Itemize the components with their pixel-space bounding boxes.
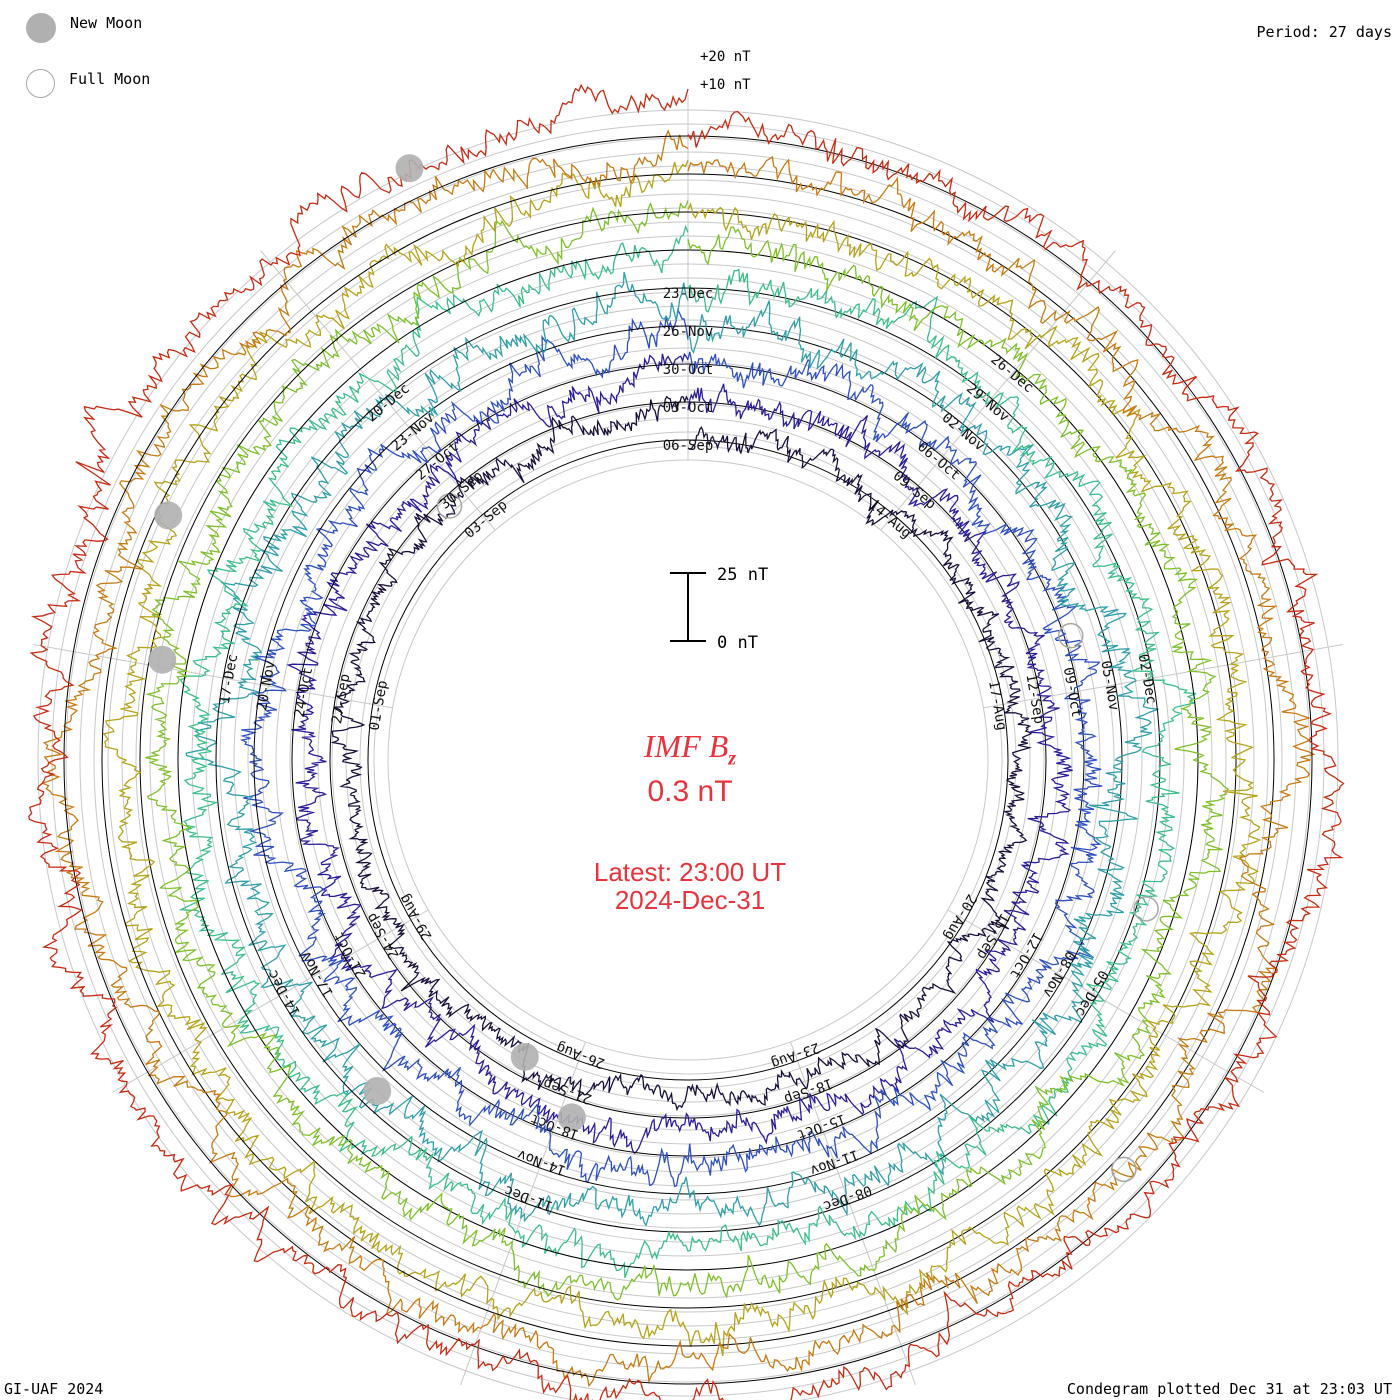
date-tick-label: 27-Sep [329,673,354,726]
full-moon-marker [1058,622,1084,649]
date-tick-label: 24-Oct [292,666,317,719]
date-tick-label: 30-Oct [663,362,714,378]
reference-ring [253,325,1123,1195]
date-tick-label: 23-Aug [769,1039,822,1071]
new-moon-marker [557,1103,586,1132]
series-layer [28,83,1345,1400]
chart-title-subscript: z [728,747,737,770]
new-moon-marker [510,1042,539,1071]
date-tick-label: 11-Nov [808,1146,861,1178]
date-tick-label: 21-Oct [331,929,370,981]
new-moon-label: New Moon [70,14,143,32]
full-moon-marker [1133,896,1159,922]
series-trace [40,129,1316,1388]
full-moon-label: Full Moon [69,69,151,88]
series-trace [286,352,1073,1155]
date-tick-label: 17-Dec [217,653,242,706]
date-tick-label: 24-Sep [364,910,403,962]
reference-ring [177,249,1199,1271]
latest-time: Latest: 23:00 UT 2024-Dec-31 [500,858,880,914]
date-tick-label: 14-Nov [515,1146,568,1178]
grid-spoke [983,644,1343,709]
full-moon-marker [1111,1156,1137,1183]
reference-ring [101,173,1275,1347]
series-trace [28,83,1345,1400]
grid-spoke [260,250,496,531]
series-trace [185,271,1159,1227]
date-tick-label: 09-Oct [1060,666,1085,719]
ring-label-10nt: +10 nT [700,77,751,93]
new-moon-marker [395,154,424,183]
new-moon-marker [363,1076,392,1105]
reference-ring [63,135,1313,1385]
ring-label-20nt: +20 nT [700,49,751,65]
plotted-timestamp: Condegram plotted Dec 31 at 23:03 UT [1066,1380,1392,1398]
date-tick-label: 26-Dec [987,352,1036,397]
series-trace [178,224,1197,1279]
credit-label: GI-UAF 2024 [4,1380,104,1398]
chart-title-main: IMF B [643,728,729,764]
latest-time-line: Latest: 23:00 UT [593,857,787,887]
legend-full-moon: Full Moon [26,69,150,98]
series-trace [145,200,1230,1301]
date-tick-label: 03-Oct [663,400,714,416]
new-moon-marker [148,645,177,674]
scale-bar: 25 nT 0 nT [670,565,768,653]
reference-ring [139,211,1237,1309]
legend-new-moon: New Moon [26,13,142,43]
date-tick-label: 23-Dec [663,286,714,302]
scale-bar-top-label: 25 nT [717,565,768,585]
series-trace [102,159,1262,1357]
date-tick-label: 03-Sep [462,497,511,542]
period-label: Period: 27 days [1256,23,1392,41]
series-trace [239,307,1103,1188]
latest-date-line: 2024-Dec-31 [614,885,766,915]
series-trace [330,395,1032,1112]
current-value: 0.3 nT [647,775,733,808]
grid-spoke [790,1041,916,1386]
date-tick-label: 01-Sep [366,679,391,732]
date-tick-label: 26-Nov [663,324,714,340]
date-tick-label: 26-Aug [554,1039,607,1071]
moon-markers [148,154,1159,1183]
full-moon-marker [436,493,463,519]
date-tick-label: 12-Sep [1022,673,1047,726]
date-tick-label: 17-Aug [985,679,1010,732]
scale-bar-bottom-label: 0 nT [717,633,758,653]
grid-spoke [33,644,393,709]
new-moon-marker [154,501,183,530]
grid-spoke [111,909,429,1093]
date-tick-label: 06-Sep [663,438,714,454]
new-moon-icon [26,13,56,43]
grid-spoke [880,250,1116,531]
reference-ring [367,439,1009,1081]
full-moon-icon [26,69,55,98]
chart-title: IMF Bz [500,728,880,770]
